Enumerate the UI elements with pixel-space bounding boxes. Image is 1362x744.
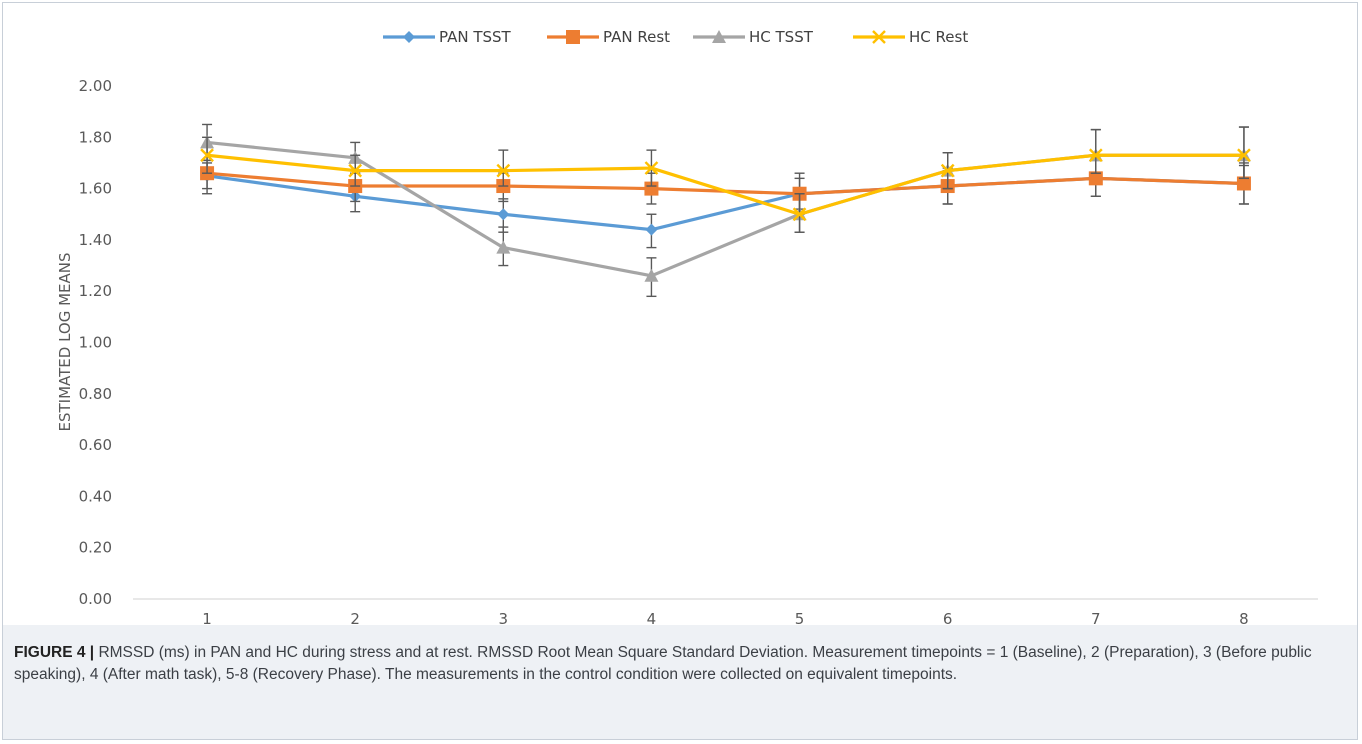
legend-marker: [712, 30, 726, 43]
y-tick-label: 1.80: [79, 128, 112, 146]
figure-caption: FIGURE 4 | RMSSD (ms) in PAN and HC duri…: [14, 642, 1344, 686]
data-point: [1088, 148, 1103, 163]
data-point: [348, 163, 363, 178]
legend-item: PAN TSST: [383, 28, 512, 46]
data-point: [1237, 148, 1251, 163]
x-tick-label: 1: [202, 610, 212, 625]
legend-item: HC Rest: [853, 28, 968, 46]
error-bar: [498, 149, 509, 187]
data-point: [645, 223, 658, 236]
legend-label: HC Rest: [909, 28, 968, 46]
legend-item: PAN Rest: [547, 28, 670, 46]
series-line: [206, 140, 1244, 278]
data-point: [496, 240, 511, 254]
y-tick-label: 2.00: [79, 77, 112, 95]
series-line: [206, 174, 1244, 232]
series-group: [200, 123, 1251, 298]
data-point: [496, 163, 511, 178]
legend-item: HC TSST: [693, 28, 814, 46]
x-tick-label: 5: [795, 610, 805, 625]
x-tick-label: 2: [350, 610, 360, 625]
y-tick-label: 1.20: [79, 282, 112, 300]
data-point: [644, 161, 659, 175]
data-point: [644, 268, 659, 282]
caption-background: [3, 625, 1357, 739]
chart-legend: PAN TSST PAN Rest HC TSST HC Rest: [383, 28, 968, 46]
y-tick-label: 1.60: [79, 180, 112, 198]
x-axis-ticks: 1 2 3 4 5 6 7 8: [202, 610, 1248, 625]
y-axis-ticks: 0.00 0.20 0.40 0.60 0.80 1.00 1.20 1.40 1.60 1.80…: [79, 77, 112, 608]
series-line: [206, 153, 1244, 216]
caption-text: RMSSD (ms) in PAN and HC during stress a…: [14, 644, 1312, 683]
data-point: [497, 208, 510, 221]
y-tick-label: 0.00: [79, 590, 112, 608]
y-tick-label: 0.80: [79, 385, 112, 403]
x-tick-label: 4: [647, 610, 657, 625]
line-chart: PAN TSST PAN Rest HC TSST HC Rest ESTIMATED…: [56, 28, 1318, 625]
legend-marker: [566, 30, 580, 44]
y-tick-label: 0.20: [79, 539, 112, 557]
data-point: [644, 181, 659, 196]
legend-label: HC TSST: [749, 28, 814, 46]
legend-label: PAN TSST: [439, 28, 512, 46]
data-point: [200, 148, 214, 163]
y-tick-label: 1.00: [79, 334, 112, 352]
figure-label: FIGURE 4 |: [14, 644, 95, 661]
data-point: [1088, 171, 1103, 186]
y-axis-label: ESTIMATED LOG MEANS: [56, 252, 74, 431]
y-tick-label: 1.40: [79, 231, 112, 249]
y-tick-label: 0.40: [79, 487, 112, 505]
x-tick-label: 8: [1239, 610, 1249, 625]
error-bar: [1238, 126, 1249, 180]
data-point: [940, 163, 955, 178]
data-point: [1236, 176, 1251, 191]
legend-label: PAN Rest: [603, 28, 670, 46]
x-tick-label: 3: [499, 610, 509, 625]
data-point: [792, 207, 807, 222]
error-bar: [1090, 128, 1101, 174]
x-tick-label: 7: [1091, 610, 1101, 625]
series-hc-rest: [200, 126, 1251, 233]
x-tick-label: 6: [943, 610, 953, 625]
legend-marker: [403, 31, 415, 43]
y-tick-label: 0.60: [79, 436, 112, 454]
legend-marker: [872, 30, 886, 44]
